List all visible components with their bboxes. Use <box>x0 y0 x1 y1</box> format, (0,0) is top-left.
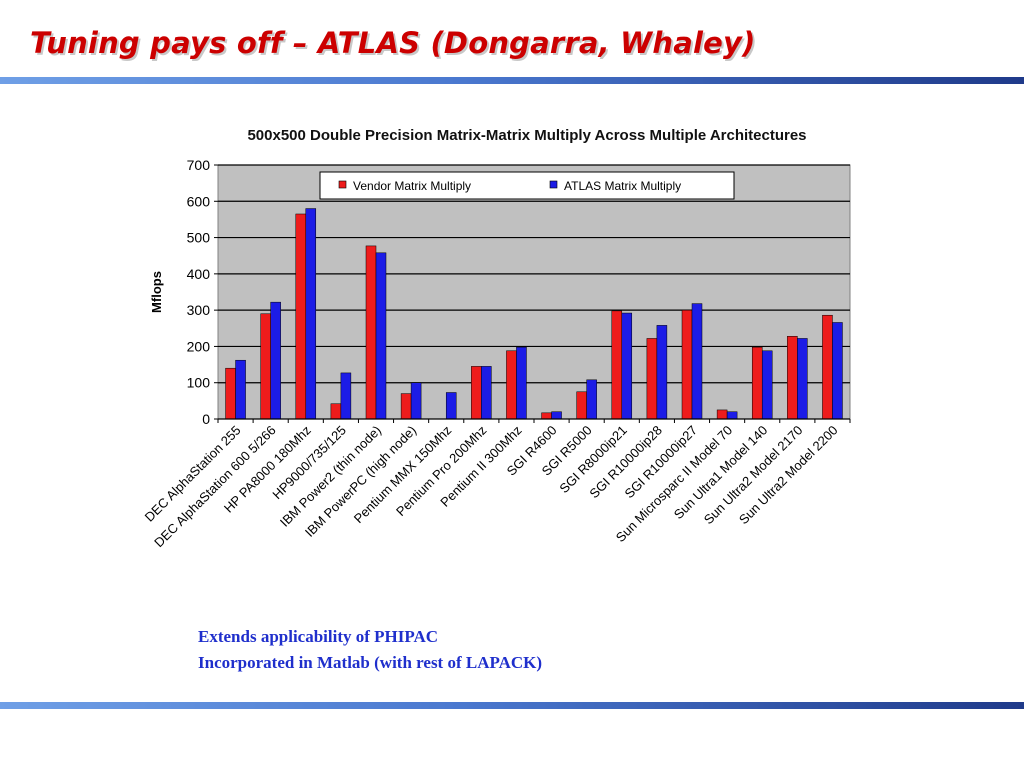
bar-atlas <box>481 366 492 420</box>
y-tick-label: 100 <box>187 375 211 391</box>
gridlines <box>218 164 850 384</box>
bar-vendor <box>295 213 307 420</box>
bar-atlas <box>305 208 317 420</box>
bar-vendor <box>365 245 377 420</box>
bar-vendor <box>787 336 798 420</box>
bar-vendor <box>822 314 833 420</box>
bar-vendor <box>400 393 412 420</box>
notes: Extends applicability of PHIPAC Incorpor… <box>198 624 542 676</box>
y-axis-label: Mflops <box>149 271 164 313</box>
bar-vendor <box>260 313 271 420</box>
x-axis <box>217 418 851 423</box>
bar-atlas <box>797 338 808 420</box>
legend-box <box>319 171 735 200</box>
bar-atlas <box>832 322 843 420</box>
bar-atlas <box>726 411 738 420</box>
bar-vendor <box>611 310 623 420</box>
y-axis-ticks: 0 100 200 300 400 500 600 700 <box>187 157 218 427</box>
legend-swatch-vendor <box>338 180 347 189</box>
bar-atlas <box>656 325 668 420</box>
bar-atlas <box>761 350 773 420</box>
bar-vendor <box>681 309 693 420</box>
bars <box>225 208 843 420</box>
bar-vendor <box>716 409 728 420</box>
bar-vendor <box>225 367 236 420</box>
bar-vendor <box>576 391 587 420</box>
bar-atlas <box>445 392 457 420</box>
legend-label-atlas: ATLAS Matrix Multiply <box>564 179 681 193</box>
y-tick-label: 600 <box>187 193 211 209</box>
bar-atlas <box>516 346 527 420</box>
bar-vendor <box>541 412 552 420</box>
bar-atlas <box>410 382 422 420</box>
bar-vendor <box>646 338 658 420</box>
bar-atlas <box>691 303 703 420</box>
slide-title: Tuning pays off – ATLAS (Dongarra, Whale… <box>30 26 756 60</box>
bar-atlas <box>340 372 352 420</box>
bar-vendor <box>471 366 482 420</box>
y-tick-label: 200 <box>187 338 211 354</box>
bar-vendor <box>751 346 763 420</box>
legend-swatch-atlas <box>549 180 558 189</box>
bar-atlas <box>621 312 633 420</box>
plot-area <box>217 164 851 420</box>
y-tick-label: 300 <box>187 302 211 318</box>
y-tick-label: 700 <box>187 157 211 173</box>
bar-atlas <box>586 379 597 420</box>
bottom-divider <box>0 702 1024 709</box>
legend: Vendor Matrix Multiply ATLAS Matrix Mult… <box>319 171 735 200</box>
bar-vendor <box>506 350 517 420</box>
bar-atlas <box>235 359 246 420</box>
y-tick-label: 0 <box>202 411 210 427</box>
chart-title: 500x500 Double Precision Matrix-Matrix M… <box>247 127 806 144</box>
y-tick-label: 500 <box>187 230 211 246</box>
note-line: Incorporated in Matlab (with rest of LAP… <box>198 653 543 672</box>
bar-atlas <box>270 301 281 420</box>
y-tick-label: 400 <box>187 266 211 282</box>
top-divider <box>0 77 1024 84</box>
legend-label-vendor: Vendor Matrix Multiply <box>353 179 471 193</box>
bar-chart: 500x500 Double Precision Matrix-Matrix M… <box>142 127 851 551</box>
bar-vendor <box>330 403 342 420</box>
note-line: Extends applicability of PHIPAC <box>198 627 439 646</box>
bar-atlas <box>375 252 387 420</box>
bar-atlas <box>551 411 562 420</box>
